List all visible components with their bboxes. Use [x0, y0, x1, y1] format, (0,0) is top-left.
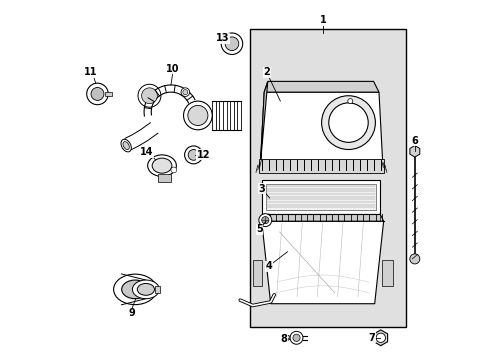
Text: 14: 14	[140, 147, 153, 157]
Text: 7: 7	[367, 333, 374, 343]
Circle shape	[375, 333, 385, 342]
Text: 12: 12	[196, 150, 209, 160]
Polygon shape	[260, 92, 382, 160]
Circle shape	[86, 83, 108, 105]
Circle shape	[224, 37, 238, 50]
Polygon shape	[409, 145, 419, 157]
Text: 11: 11	[84, 67, 98, 77]
Bar	[261, 180, 379, 214]
Bar	[381, 260, 392, 286]
Circle shape	[183, 101, 212, 130]
Bar	[265, 184, 375, 211]
Bar	[158, 174, 171, 182]
Circle shape	[292, 334, 300, 341]
Text: 4: 4	[265, 261, 272, 271]
Circle shape	[221, 33, 242, 54]
Circle shape	[409, 254, 419, 264]
Ellipse shape	[147, 155, 176, 176]
Ellipse shape	[113, 274, 156, 305]
Polygon shape	[261, 214, 379, 221]
Polygon shape	[260, 81, 267, 160]
Circle shape	[184, 146, 202, 164]
Circle shape	[187, 105, 207, 126]
Circle shape	[171, 167, 176, 173]
Polygon shape	[264, 81, 378, 92]
Bar	[105, 92, 112, 96]
Bar	[252, 260, 261, 286]
Circle shape	[181, 88, 189, 96]
Text: 13: 13	[215, 33, 228, 43]
Text: 5: 5	[256, 224, 263, 234]
Polygon shape	[261, 221, 383, 304]
Polygon shape	[155, 286, 160, 293]
Text: 10: 10	[166, 64, 179, 74]
Circle shape	[142, 88, 157, 104]
Circle shape	[188, 149, 199, 160]
Ellipse shape	[123, 141, 129, 149]
Ellipse shape	[132, 280, 159, 299]
Circle shape	[347, 99, 352, 104]
Text: 3: 3	[258, 184, 264, 194]
Text: 8: 8	[280, 333, 287, 343]
Ellipse shape	[137, 283, 154, 295]
Ellipse shape	[152, 158, 171, 173]
Circle shape	[183, 90, 187, 95]
Circle shape	[138, 84, 161, 107]
Circle shape	[289, 331, 303, 344]
Text: 2: 2	[263, 67, 269, 77]
Bar	[258, 159, 384, 173]
Ellipse shape	[122, 280, 148, 299]
Circle shape	[91, 87, 104, 100]
Circle shape	[321, 96, 375, 149]
Polygon shape	[373, 330, 387, 346]
Circle shape	[328, 103, 367, 142]
Circle shape	[261, 217, 268, 224]
Bar	[249, 30, 405, 327]
Text: 9: 9	[128, 309, 135, 318]
Circle shape	[258, 214, 271, 226]
Ellipse shape	[121, 139, 131, 152]
Text: 1: 1	[319, 15, 326, 26]
Text: 6: 6	[410, 136, 417, 145]
